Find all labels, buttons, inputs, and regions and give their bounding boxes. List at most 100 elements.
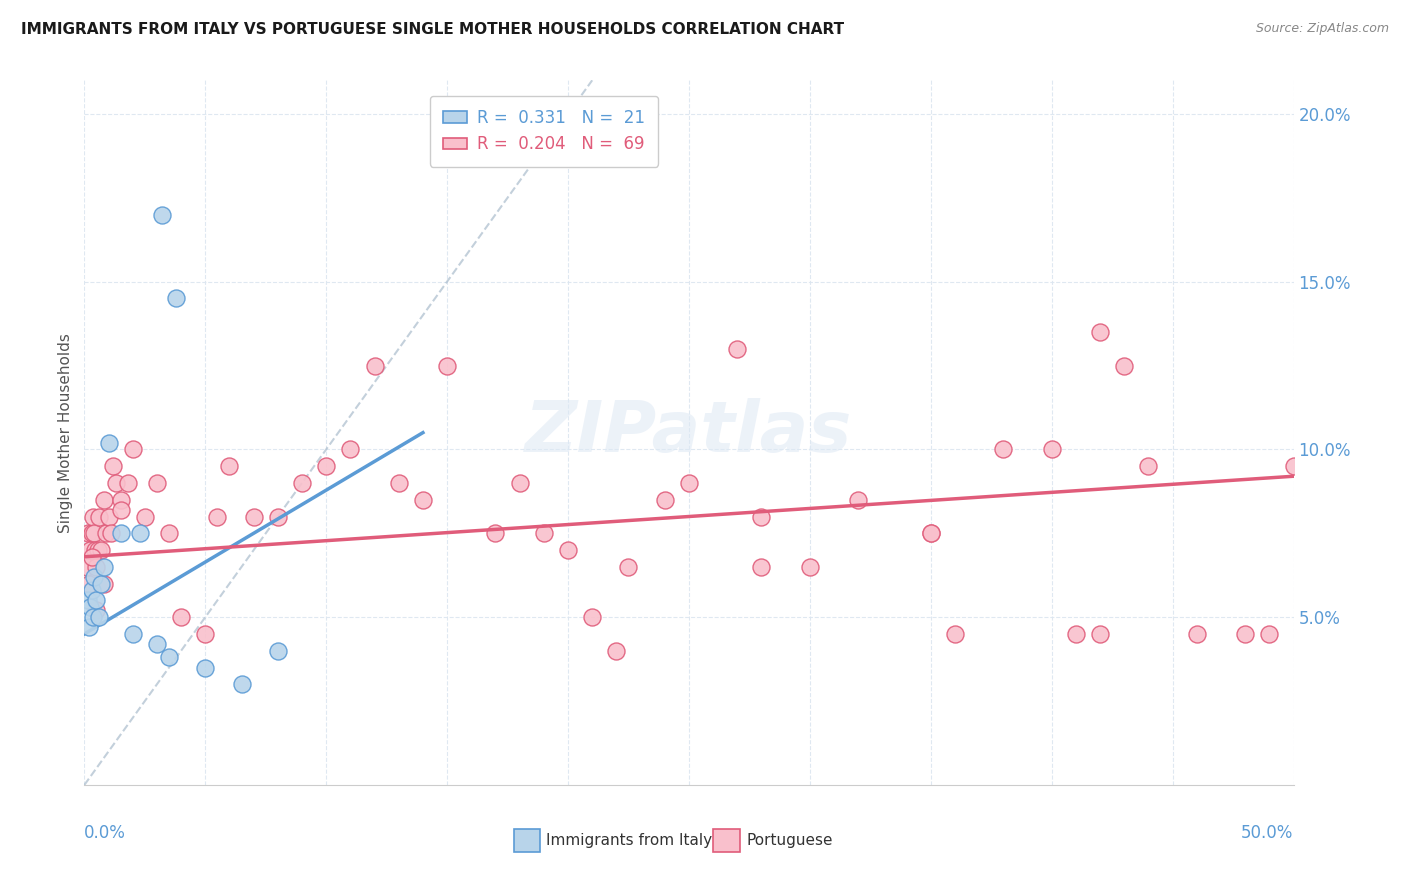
Point	[83, 570, 105, 584]
Point	[82, 509, 104, 524]
Text: 50.0%: 50.0%	[1241, 824, 1294, 842]
Point	[77, 593, 100, 607]
Point	[86, 543, 108, 558]
Point	[146, 637, 169, 651]
Point	[339, 442, 361, 457]
Point	[1234, 627, 1257, 641]
Point	[93, 576, 115, 591]
Point	[87, 610, 110, 624]
Point	[110, 492, 132, 507]
Point	[121, 442, 143, 457]
Point	[484, 526, 506, 541]
Point	[943, 627, 966, 641]
Point	[79, 600, 101, 615]
Point	[194, 627, 217, 641]
Point	[1088, 627, 1111, 641]
Point	[1137, 459, 1160, 474]
Y-axis label: Single Mother Households: Single Mother Households	[58, 333, 73, 533]
Point	[846, 492, 869, 507]
Point	[110, 503, 132, 517]
Point	[97, 509, 120, 524]
Point	[86, 603, 108, 617]
Point	[920, 526, 942, 541]
Point	[87, 509, 110, 524]
Point	[412, 492, 434, 507]
Legend: R =  0.331   N =  21, R =  0.204   N =  69: R = 0.331 N = 21, R = 0.204 N = 69	[430, 95, 658, 167]
Text: 0.0%: 0.0%	[84, 824, 127, 842]
Point	[291, 475, 314, 490]
Point	[242, 509, 264, 524]
Point	[117, 475, 139, 490]
Point	[83, 526, 105, 541]
Point	[1040, 442, 1063, 457]
Point	[82, 610, 104, 624]
Point	[157, 650, 180, 665]
Point	[80, 526, 103, 541]
Point	[1064, 627, 1087, 641]
Point	[1088, 325, 1111, 339]
Text: IMMIGRANTS FROM ITALY VS PORTUGUESE SINGLE MOTHER HOUSEHOLDS CORRELATION CHART: IMMIGRANTS FROM ITALY VS PORTUGUESE SING…	[21, 22, 844, 37]
Point	[993, 442, 1015, 457]
Point	[799, 559, 821, 574]
Point	[165, 292, 187, 306]
Point	[1282, 459, 1305, 474]
Text: Immigrants from Italy: Immigrants from Italy	[547, 833, 713, 848]
Point	[388, 475, 411, 490]
Point	[315, 459, 337, 474]
Point	[79, 543, 101, 558]
Point	[77, 576, 100, 591]
Point	[267, 644, 290, 658]
Point	[170, 610, 193, 624]
Point	[1114, 359, 1136, 373]
Text: ZIPatlas: ZIPatlas	[526, 398, 852, 467]
Point	[654, 492, 676, 507]
Point	[207, 509, 229, 524]
Point	[920, 526, 942, 541]
Point	[725, 342, 748, 356]
Point	[94, 526, 117, 541]
Point	[557, 543, 579, 558]
Point	[86, 559, 108, 574]
Point	[150, 207, 173, 221]
Text: Portuguese: Portuguese	[747, 833, 834, 848]
Point	[363, 359, 385, 373]
Point	[267, 509, 290, 524]
Point	[90, 576, 112, 591]
Point	[231, 677, 253, 691]
Point	[218, 459, 240, 474]
Point	[100, 526, 122, 541]
Point	[129, 526, 152, 541]
Point	[93, 492, 115, 507]
FancyBboxPatch shape	[713, 830, 740, 852]
Point	[97, 435, 120, 450]
Point	[77, 620, 100, 634]
Point	[104, 475, 127, 490]
Point	[194, 660, 217, 674]
Point	[581, 610, 603, 624]
Point	[134, 509, 156, 524]
Point	[86, 593, 108, 607]
Point	[605, 644, 627, 658]
Point	[157, 526, 180, 541]
Point	[751, 559, 773, 574]
Point	[80, 583, 103, 598]
Point	[533, 526, 555, 541]
Point	[678, 475, 700, 490]
Point	[617, 559, 640, 574]
Point	[121, 627, 143, 641]
Point	[77, 526, 100, 541]
Point	[80, 549, 103, 564]
Point	[84, 543, 107, 558]
FancyBboxPatch shape	[513, 830, 540, 852]
Point	[146, 475, 169, 490]
Point	[751, 509, 773, 524]
Point	[436, 359, 458, 373]
Point	[93, 559, 115, 574]
Point	[509, 475, 531, 490]
Point	[1258, 627, 1281, 641]
Point	[110, 526, 132, 541]
Point	[103, 459, 125, 474]
Point	[90, 543, 112, 558]
Point	[1185, 627, 1208, 641]
Text: Source: ZipAtlas.com: Source: ZipAtlas.com	[1256, 22, 1389, 36]
